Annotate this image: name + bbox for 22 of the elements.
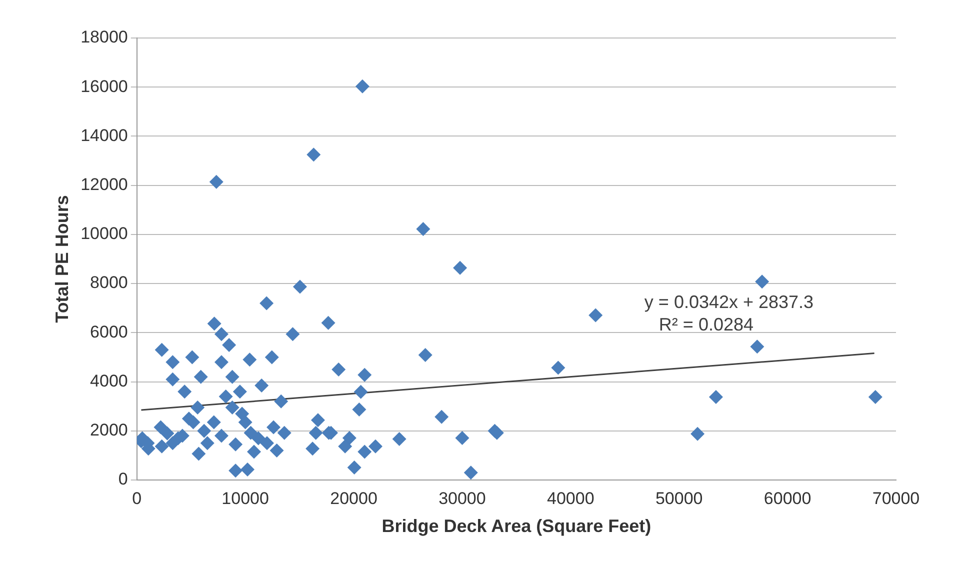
x-tick-label: 60000 xyxy=(764,488,812,508)
y-tick-label: 2000 xyxy=(90,420,128,440)
x-axis-title: Bridge Deck Area (Square Feet) xyxy=(382,516,652,536)
y-tick-label: 8000 xyxy=(90,273,128,292)
x-tick-label: 20000 xyxy=(330,488,378,508)
x-tick-label: 10000 xyxy=(222,488,269,508)
y-tick-label: 12000 xyxy=(80,175,128,194)
y-tick-label: 18000 xyxy=(80,28,128,47)
x-tick-label: 50000 xyxy=(655,488,703,508)
x-tick-label: 0 xyxy=(132,488,142,508)
y-tick-label: 4000 xyxy=(90,371,128,390)
annotation: R² = 0.0284 xyxy=(658,314,754,334)
y-tick-label: 14000 xyxy=(80,126,128,145)
y-tick-label: 0 xyxy=(118,470,128,489)
x-tick-label: 40000 xyxy=(547,488,594,508)
annotation: y = 0.0342x + 2837.3 xyxy=(644,292,814,312)
x-tick-label: 30000 xyxy=(438,488,486,508)
y-axis-title: Total PE Hours xyxy=(52,195,72,323)
y-tick-label: 10000 xyxy=(80,224,128,244)
y-tick-label: 16000 xyxy=(80,76,128,96)
y-tick-label: 6000 xyxy=(90,322,128,342)
x-tick-label: 70000 xyxy=(872,488,920,508)
